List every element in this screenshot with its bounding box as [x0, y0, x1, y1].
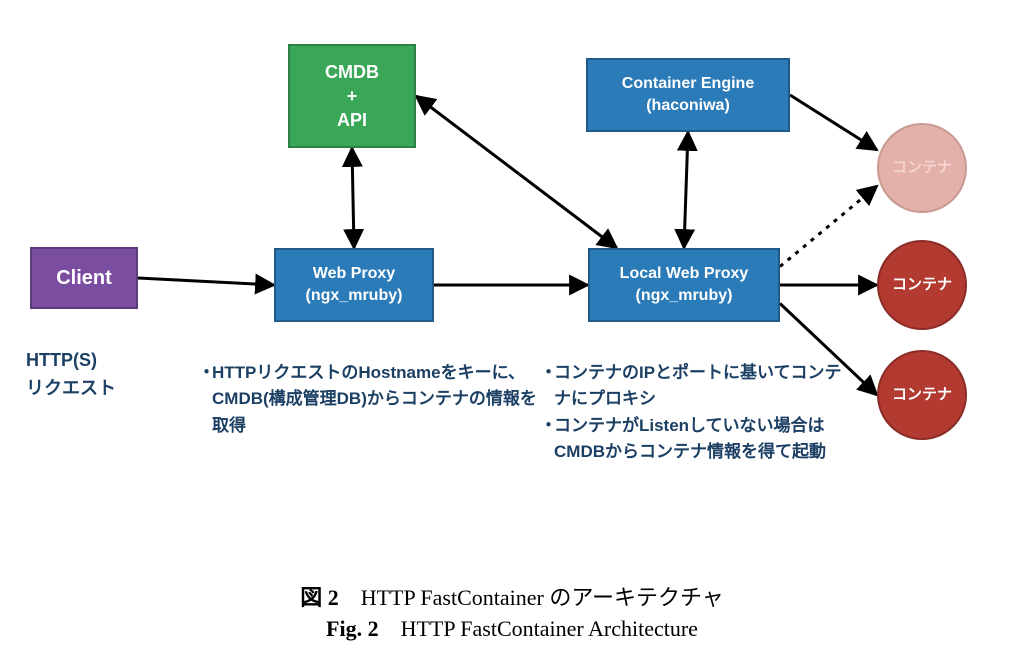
- diagram-canvas: Client CMDB+API Web Proxy(ngx_mruby) Contai…: [0, 0, 1024, 662]
- caption-en: Fig. 2 HTTP FastContainer Architecture: [0, 616, 1024, 642]
- edge-webproxy-cmdb: [352, 148, 354, 248]
- node-container2: コンテナ: [877, 240, 967, 330]
- node-cmdb: CMDB+API: [288, 44, 416, 148]
- caption-jp: 図 2 HTTP FastContainer のアーキテクチャ: [0, 580, 1024, 612]
- edge-client-webproxy: [138, 278, 274, 285]
- node-container3: コンテナ: [877, 350, 967, 440]
- edge-localproxy-engine: [684, 132, 688, 248]
- caption-en-label: Fig. 2: [326, 616, 379, 641]
- node-localproxy: Local Web Proxy(ngx_mruby): [588, 248, 780, 322]
- edge-engine-container1: [790, 95, 877, 150]
- caption-en-text: HTTP FastContainer Architecture: [401, 616, 698, 641]
- edge-localproxy-container1: [780, 186, 877, 267]
- caption-jp-label: 図 2: [300, 585, 339, 610]
- node-engine: Container Engine(haconiwa): [586, 58, 790, 132]
- node-client: Client: [30, 247, 138, 309]
- desc-webproxy: ・HTTPリクエストのHostnameをキーに、CMDB(構成管理DB)からコン…: [198, 360, 538, 439]
- node-webproxy: Web Proxy(ngx_mruby): [274, 248, 434, 322]
- edges-layer: [0, 0, 1024, 662]
- caption-jp-text: HTTP FastContainer のアーキテクチャ: [361, 585, 724, 610]
- node-container1: コンテナ: [877, 123, 967, 213]
- desc-client: HTTP(S)リクエスト: [26, 347, 176, 403]
- desc-localproxy: ・コンテナのIPとポートに基いてコンテナにプロキシ・コンテナがListenしてい…: [540, 360, 850, 465]
